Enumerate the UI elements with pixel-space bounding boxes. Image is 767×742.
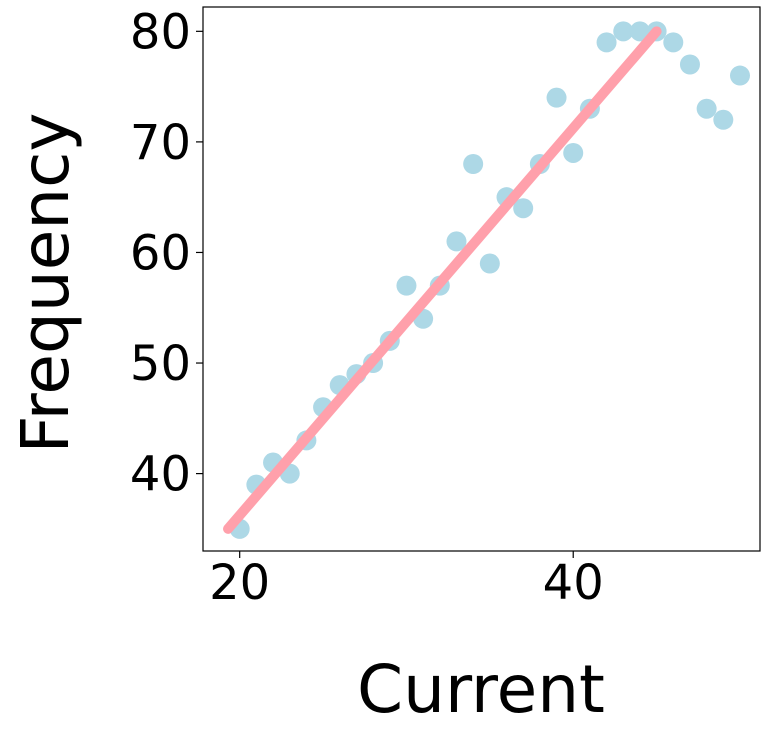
x-axis-title: Current — [357, 651, 605, 728]
data-point — [479, 253, 500, 274]
data-point — [629, 21, 650, 42]
data-point — [613, 21, 634, 42]
data-point — [729, 65, 750, 86]
data-point — [563, 142, 584, 163]
x-tick-label: 20 — [209, 555, 270, 611]
trend-line — [223, 26, 662, 534]
y-tick-label: 60 — [130, 225, 191, 281]
data-point — [663, 32, 684, 53]
y-tick-label: 50 — [130, 336, 191, 392]
y-tick-label: 40 — [130, 447, 191, 503]
data-point — [546, 87, 567, 108]
data-point — [446, 231, 467, 252]
y-tick-label: 80 — [130, 4, 191, 60]
y-tick-label: 70 — [130, 115, 191, 171]
x-tick-label: 40 — [543, 555, 604, 611]
plot-area-frame — [202, 6, 761, 552]
y-axis-title: Frequency — [7, 113, 84, 454]
data-point — [463, 154, 484, 175]
data-point — [396, 275, 417, 296]
axis-ticks: 20 40 40 50 60 70 80 — [130, 4, 604, 611]
data-point — [513, 198, 534, 219]
data-marks — [223, 21, 750, 539]
data-point — [713, 109, 734, 130]
data-point — [596, 32, 617, 53]
data-point — [679, 54, 700, 75]
data-point — [696, 98, 717, 119]
